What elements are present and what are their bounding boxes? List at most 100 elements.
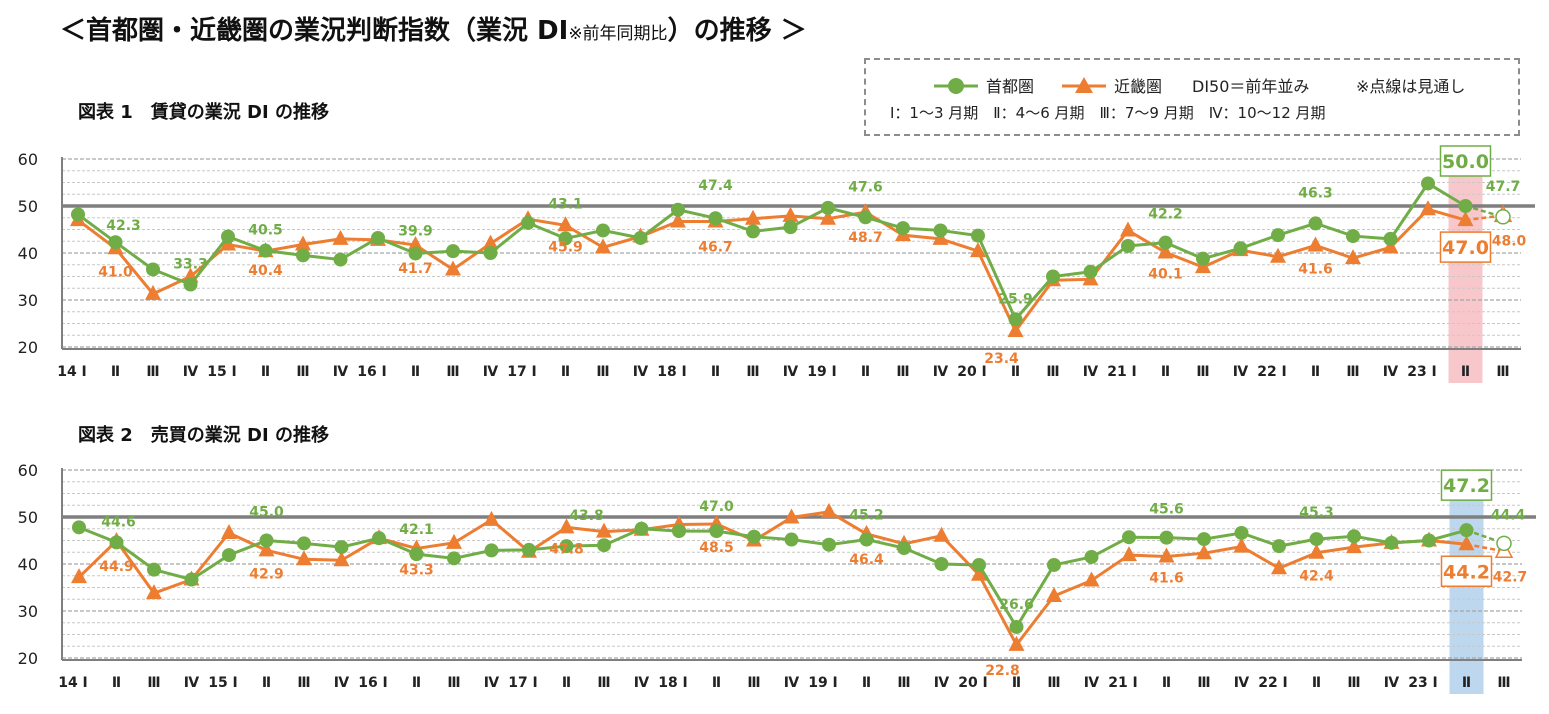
x-tick-label: 20 Ⅰ xyxy=(958,675,988,691)
legend-graphics: 首都圏 近畿圏 DI50＝前年並み ※点線は見通し Ⅰ：1～3 月期 Ⅱ：4～6… xyxy=(890,77,1465,122)
tokyo-point xyxy=(146,262,160,277)
data-label: 45.2 xyxy=(849,508,884,524)
kinki-point xyxy=(558,518,575,534)
kinki-point xyxy=(1196,544,1212,560)
data-label: 46.7 xyxy=(698,240,733,256)
data-label: 22.8 xyxy=(985,663,1020,679)
tokyo-series-line xyxy=(78,525,1467,630)
x-tick-label: 17 Ⅰ xyxy=(508,675,538,691)
tokyo-point xyxy=(671,202,685,217)
x-tick-label: Ⅲ xyxy=(1196,364,1209,380)
x-tick-label: Ⅱ xyxy=(262,675,271,691)
kinki-forecast-line xyxy=(1466,543,1505,553)
tokyo-point xyxy=(1384,535,1399,550)
kinki-point xyxy=(970,242,986,258)
kinki-point xyxy=(745,209,761,225)
tokyo-point xyxy=(596,223,610,238)
x-tick-label: Ⅳ xyxy=(634,675,650,691)
x-tick-label: Ⅳ xyxy=(933,364,949,380)
tokyo-point xyxy=(1046,269,1060,284)
kinki-point xyxy=(146,584,162,600)
tokyo-point xyxy=(1197,532,1211,547)
data-label: 41.0 xyxy=(98,264,133,280)
legend-tokyo-label: 首都圏 xyxy=(986,77,1034,96)
data-label: 47.8 xyxy=(549,541,584,557)
data-label: 42.9 xyxy=(249,566,284,582)
tokyo-point xyxy=(1159,530,1174,545)
data-label: 40.5 xyxy=(248,223,283,239)
y-tick-label: 20 xyxy=(18,338,38,357)
x-tick-label: Ⅲ xyxy=(1047,675,1060,691)
data-label: 40.1 xyxy=(1148,267,1183,283)
title-note: ※前年同期比 xyxy=(568,24,668,44)
tokyo-point xyxy=(258,243,273,258)
tokyo-point xyxy=(1009,619,1024,634)
x-tick-label: Ⅱ xyxy=(712,675,721,691)
x-tick-label: Ⅳ xyxy=(1384,675,1400,691)
x-tick-label: Ⅳ xyxy=(783,364,799,380)
data-label: 48.7 xyxy=(848,230,883,246)
data-label: 45.6 xyxy=(1149,502,1184,518)
kinki-point xyxy=(446,533,462,549)
kinki-forecast-line xyxy=(1465,214,1504,222)
tokyo-point xyxy=(183,277,198,292)
data-label: 47.6 xyxy=(848,179,883,195)
tokyo-point xyxy=(672,524,686,539)
kinki-point xyxy=(1420,200,1436,216)
kinki-point xyxy=(483,510,500,526)
tokyo-point xyxy=(371,230,385,245)
y-tick-label: 40 xyxy=(18,244,38,263)
x-tick-label: Ⅳ xyxy=(1084,675,1100,691)
y-tick-label: 50 xyxy=(18,508,38,527)
tokyo-point xyxy=(1122,530,1136,545)
x-tick-label: Ⅲ xyxy=(1197,675,1210,691)
tokyo-point xyxy=(1272,539,1286,554)
kinki-point xyxy=(221,523,237,539)
tokyo-point xyxy=(858,210,873,225)
x-tick-label: Ⅱ xyxy=(1162,675,1171,691)
tokyo-point xyxy=(1271,228,1285,243)
legend-quarters-note: Ⅰ：1～3 月期 Ⅱ：4～6 月期 Ⅲ：7～9 月期 Ⅳ：10～12 月期 xyxy=(890,104,1326,122)
y-tick-label: 20 xyxy=(18,649,38,668)
y-tick-label: 40 xyxy=(18,555,38,574)
data-label: 42.3 xyxy=(106,218,141,234)
x-tick-label: Ⅲ xyxy=(746,364,759,380)
kinki-point xyxy=(1308,543,1325,559)
kinki-point xyxy=(670,212,686,228)
x-tick-label: Ⅱ xyxy=(1312,675,1321,691)
x-tick-label: Ⅳ xyxy=(483,364,499,380)
tokyo-point xyxy=(372,531,386,546)
legend-baseline-note: DI50＝前年並み xyxy=(1192,77,1309,96)
x-tick-label: 22 Ⅰ xyxy=(1257,364,1287,380)
kinki-point xyxy=(1271,559,1287,575)
tokyo-point xyxy=(821,200,835,215)
tokyo-point xyxy=(521,215,535,230)
data-label: 44.2 xyxy=(1443,561,1490,583)
x-tick-label: Ⅲ xyxy=(747,675,760,691)
kinki-point xyxy=(71,568,87,584)
tokyo-point xyxy=(1233,241,1248,256)
data-label: 40.4 xyxy=(248,263,283,279)
x-tick-label: Ⅲ xyxy=(1346,364,1359,380)
x-tick-label: Ⅳ xyxy=(784,675,800,691)
x-tick-label: Ⅳ xyxy=(334,675,350,691)
tokyo-point xyxy=(1047,557,1061,572)
tokyo-point xyxy=(484,543,499,558)
tokyo-point xyxy=(1008,312,1023,327)
kinki-point xyxy=(1457,211,1474,227)
kinki-point xyxy=(933,526,950,542)
data-label: 47.7 xyxy=(1486,179,1521,195)
data-label-box xyxy=(1440,469,1493,501)
tokyo-point xyxy=(71,207,85,222)
kinki-point xyxy=(1007,322,1024,338)
x-tick-label: Ⅳ xyxy=(934,675,950,691)
x-tick-label: Ⅳ xyxy=(1083,364,1099,380)
tokyo-point xyxy=(1084,549,1099,564)
tokyo-point xyxy=(747,529,761,544)
x-tick-label: Ⅲ xyxy=(147,675,160,691)
chart1-title: 図表 1 賃貸の業況 DI の推移 xyxy=(78,102,329,123)
x-tick-label: Ⅱ xyxy=(1462,675,1471,691)
kinki-point xyxy=(1083,571,1100,587)
x-tick-label: Ⅲ xyxy=(1347,675,1360,691)
kinki-point xyxy=(1458,535,1475,551)
